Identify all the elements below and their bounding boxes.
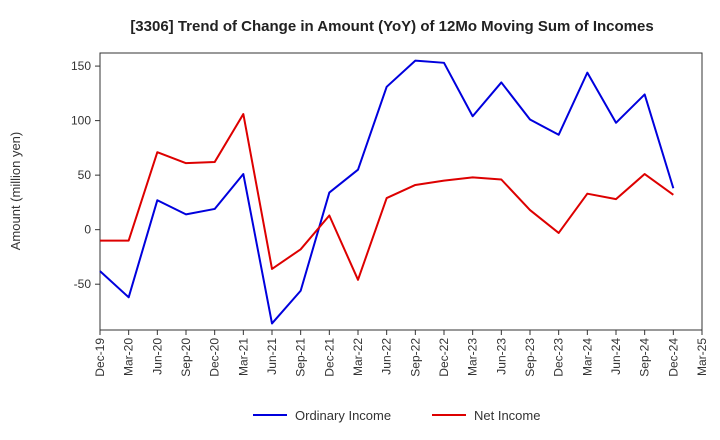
x-tick-label: Mar-21	[236, 338, 250, 376]
x-tick-label: Jun-22	[380, 338, 394, 375]
x-tick-label: Jun-23	[494, 338, 508, 375]
legend-label: Ordinary Income	[295, 408, 391, 423]
x-tick-label: Dec-20	[208, 338, 222, 377]
y-ticks: -50 0 50 100 150	[71, 59, 100, 291]
x-tick-label: Sep-23	[523, 338, 537, 377]
y-tick-label: 150	[71, 59, 91, 73]
x-ticks: Dec-19 Mar-20 Jun-20 Sep-20 Dec-20 Mar-21 Jun-…	[93, 330, 709, 377]
x-tick-label: Dec-23	[552, 338, 566, 377]
series-line-net-income	[100, 113, 674, 281]
x-tick-label: Jun-20	[150, 338, 164, 375]
x-tick-label: Dec-22	[437, 338, 451, 377]
chart-title: [3306] Trend of Change in Amount (YoY) o…	[130, 18, 653, 35]
x-tick-label: Dec-21	[322, 338, 336, 377]
y-tick-label: 50	[78, 168, 92, 182]
x-tick-label: Sep-20	[179, 338, 193, 377]
y-tick-label: -50	[74, 277, 92, 291]
series-line-ordinary-income	[99, 59, 675, 325]
x-tick-label: Mar-20	[122, 338, 136, 376]
x-tick-label: Mar-23	[466, 338, 480, 376]
x-tick-label: Mar-24	[580, 338, 594, 376]
y-tick-label: 0	[84, 223, 91, 237]
series-group	[99, 59, 675, 325]
legend: Ordinary Income Net Income	[253, 408, 540, 423]
x-tick-label: Dec-19	[93, 338, 107, 377]
x-tick-label: Mar-25	[695, 338, 709, 376]
x-tick-label: Sep-22	[408, 338, 422, 377]
x-tick-label: Dec-24	[666, 338, 680, 377]
x-tick-label: Mar-22	[351, 338, 365, 376]
x-tick-label: Jun-24	[609, 338, 623, 375]
y-tick-label: 100	[71, 114, 91, 128]
legend-label: Net Income	[474, 408, 540, 423]
x-tick-label: Sep-24	[638, 338, 652, 377]
x-tick-label: Jun-21	[265, 338, 279, 375]
x-tick-label: Sep-21	[294, 338, 308, 377]
y-axis-label: Amount (million yen)	[8, 132, 23, 251]
